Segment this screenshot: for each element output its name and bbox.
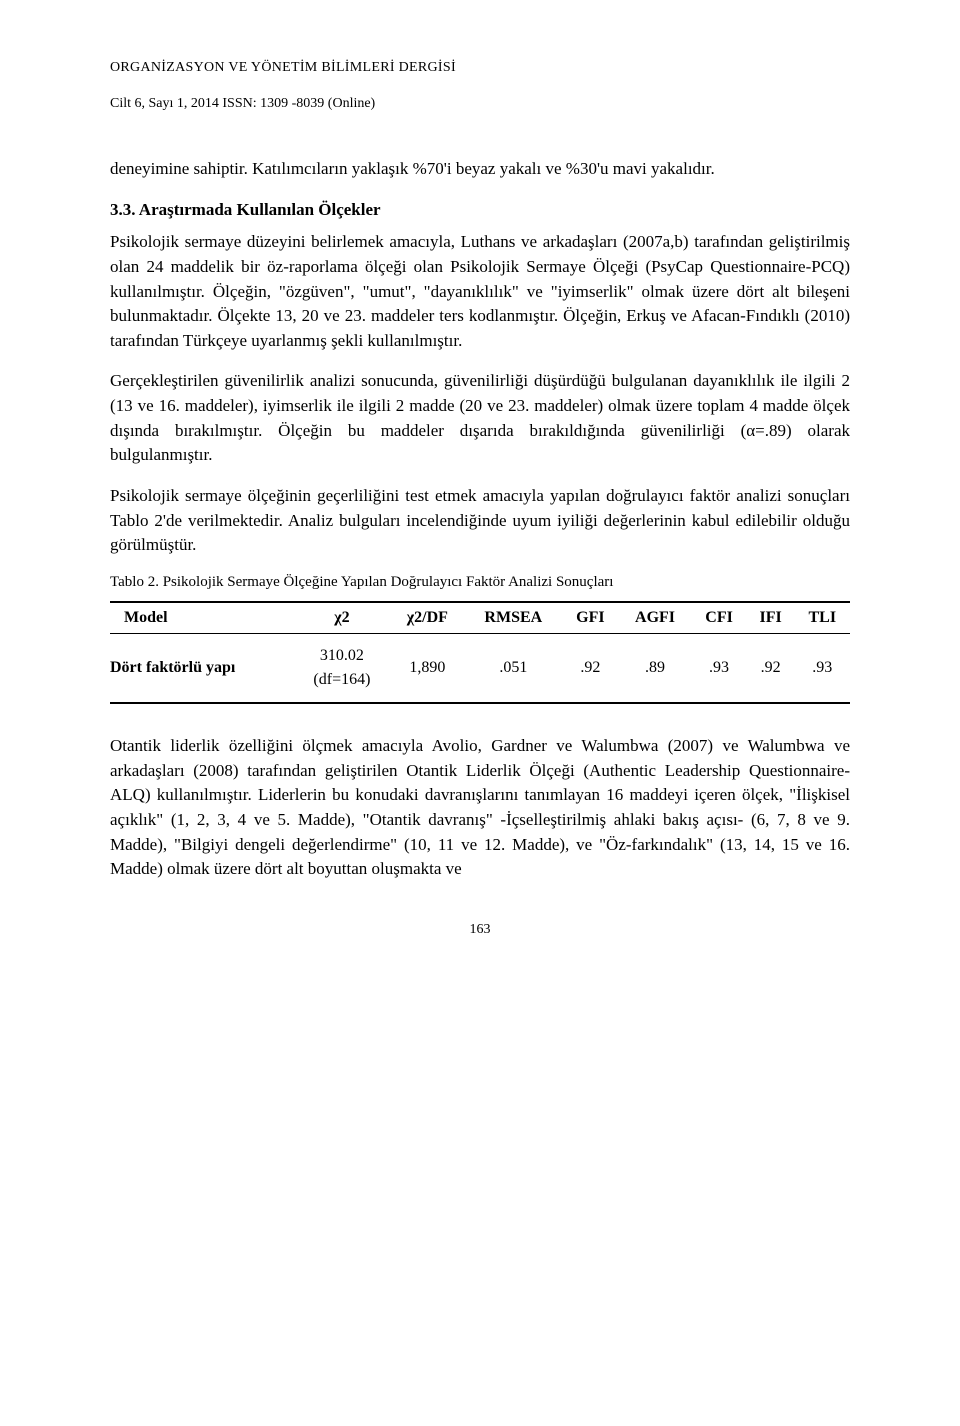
cell-chi2: 310.02 (df=164)	[294, 633, 391, 703]
df-value: (df=164)	[300, 668, 385, 692]
paragraph-1: Psikolojik sermaye düzeyini belirlemek a…	[110, 230, 850, 353]
th-rmsea: RMSEA	[465, 602, 563, 634]
paragraph-3: Psikolojik sermaye ölçeğinin geçerliliği…	[110, 484, 850, 558]
th-gfi: GFI	[562, 602, 619, 634]
cell-model: Dört faktörlü yapı	[110, 633, 294, 703]
journal-title: ORGANİZASYON VE YÖNETİM BİLİMLERİ DERGİS…	[110, 60, 850, 76]
table-header-row: Model χ2 χ2/DF RMSEA GFI AGFI CFI IFI TL…	[110, 602, 850, 634]
table-caption: Tablo 2. Psikolojik Sermaye Ölçeğine Yap…	[110, 574, 850, 591]
cfa-results-table: Model χ2 χ2/DF RMSEA GFI AGFI CFI IFI TL…	[110, 601, 850, 704]
th-chi2df: χ2/DF	[390, 602, 464, 634]
section-heading: 3.3. Araştırmada Kullanılan Ölçekler	[110, 198, 850, 223]
th-model: Model	[110, 602, 294, 634]
th-agfi: AGFI	[619, 602, 692, 634]
cell-chi2df: 1,890	[390, 633, 464, 703]
paragraph-4: Otantik liderlik özelliğini ölçmek amacı…	[110, 734, 850, 882]
cell-rmsea: .051	[465, 633, 563, 703]
issue-line: Cilt 6, Sayı 1, 2014 ISSN: 1309 -8039 (O…	[110, 96, 850, 112]
cell-gfi: .92	[562, 633, 619, 703]
th-cfi: CFI	[691, 602, 746, 634]
th-chi2: χ2	[294, 602, 391, 634]
page-number: 163	[110, 922, 850, 938]
th-ifi: IFI	[747, 602, 795, 634]
cell-ifi: .92	[747, 633, 795, 703]
table-row: Dört faktörlü yapı 310.02 (df=164) 1,890…	[110, 633, 850, 703]
th-tli: TLI	[795, 602, 850, 634]
cell-agfi: .89	[619, 633, 692, 703]
intro-paragraph: deneyimine sahiptir. Katılımcıların yakl…	[110, 157, 850, 182]
cell-tli: .93	[795, 633, 850, 703]
cell-cfi: .93	[691, 633, 746, 703]
paragraph-2: Gerçekleştirilen güvenilirlik analizi so…	[110, 369, 850, 468]
chi2-value: 310.02	[320, 647, 364, 664]
